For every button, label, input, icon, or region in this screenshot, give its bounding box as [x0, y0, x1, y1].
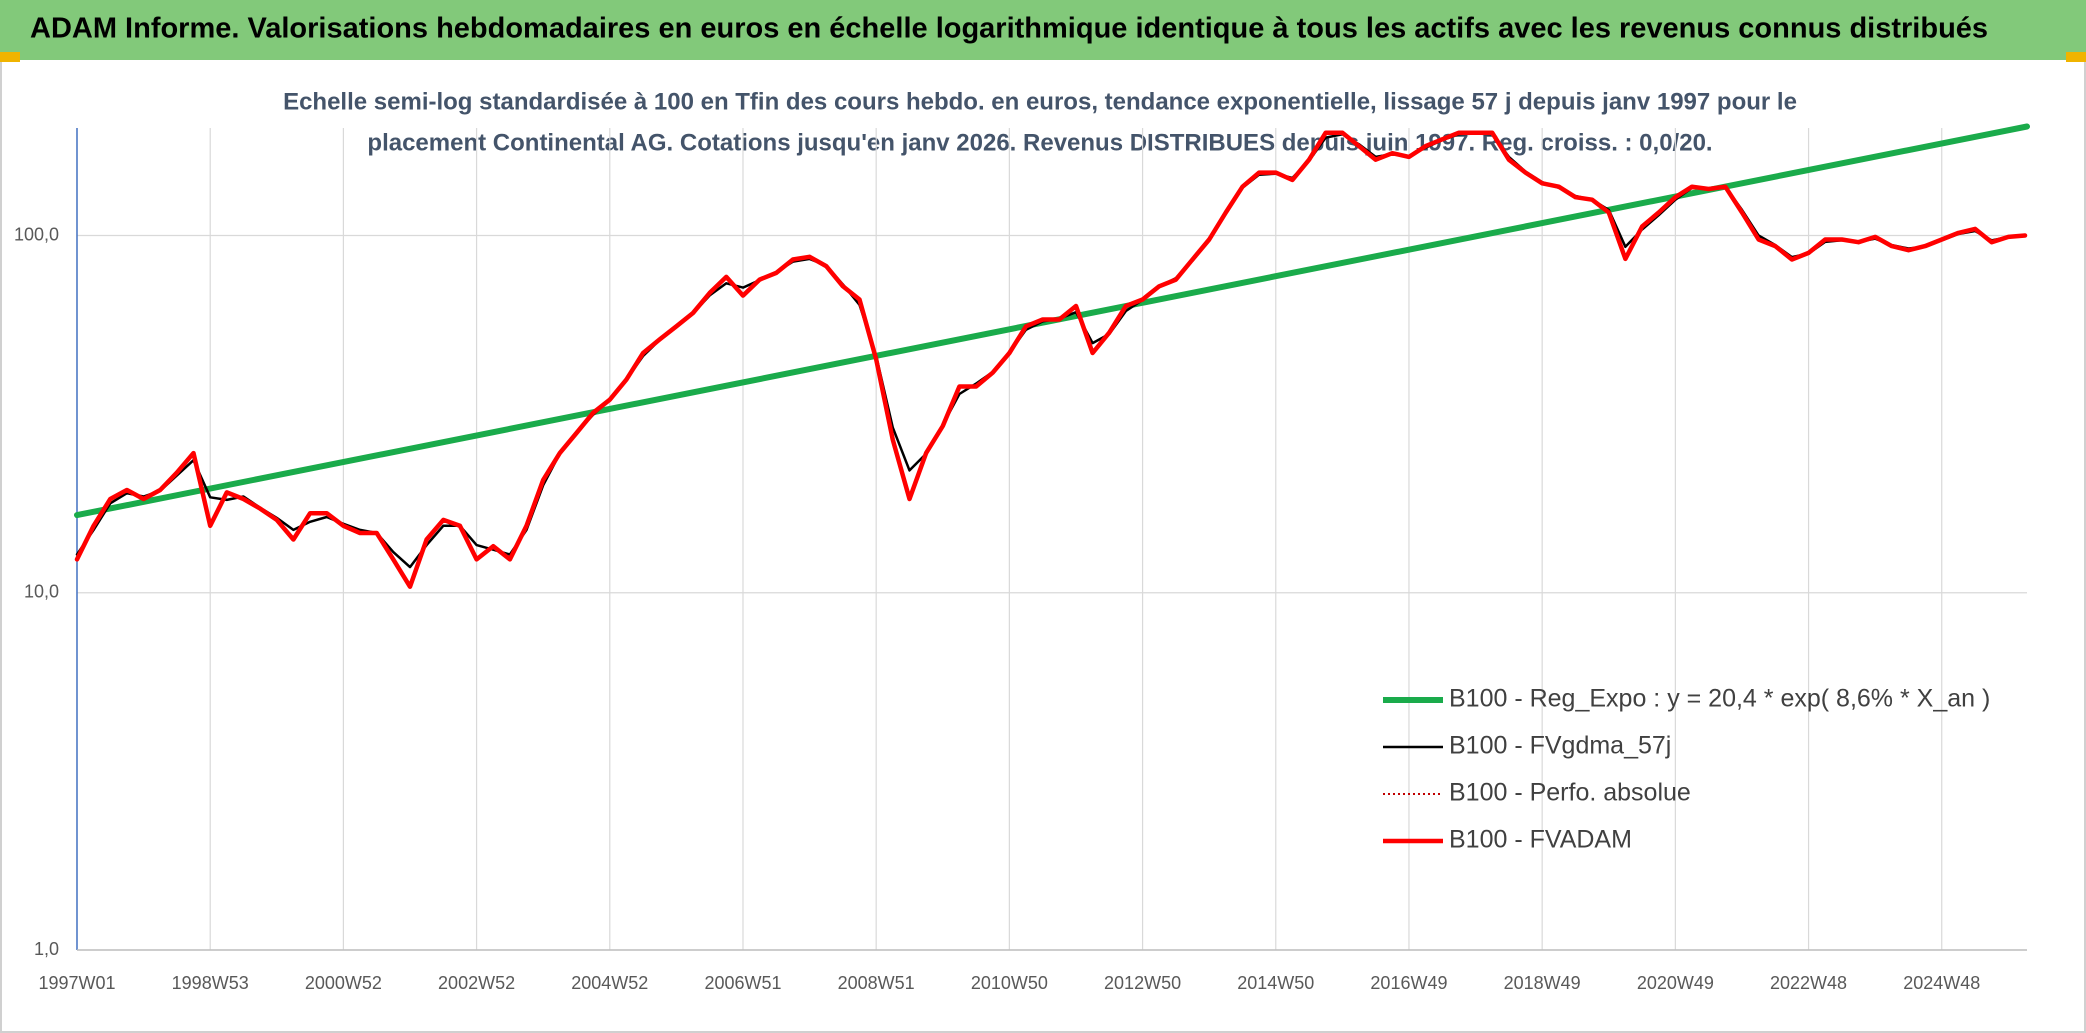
x-tick-label: 2016W49 — [1370, 973, 1447, 993]
x-tick-label: 2006W51 — [704, 973, 781, 993]
x-tick-label: 2012W50 — [1104, 973, 1181, 993]
x-tick-label: 2014W50 — [1237, 973, 1314, 993]
x-tick-label: 1998W53 — [172, 973, 249, 993]
x-tick-label: 2018W49 — [1504, 973, 1581, 993]
title-bar — [0, 0, 2086, 60]
x-tick-label: 2000W52 — [305, 973, 382, 993]
corner — [2066, 52, 2086, 62]
legend-label: B100 - FVADAM — [1449, 826, 1632, 854]
x-tick-label: 2022W48 — [1770, 973, 1847, 993]
y-tick-label: 1,0 — [34, 939, 59, 959]
x-tick-label: 1997W01 — [38, 973, 115, 993]
x-tick-label: 2010W50 — [971, 973, 1048, 993]
chart-title: ADAM Informe. Valorisations hebdomadaire… — [30, 13, 1988, 45]
legend-label: B100 - Perfo. absolue — [1449, 779, 1691, 807]
y-tick-label: 10,0 — [24, 582, 59, 602]
legend-label: B100 - FVgdma_57j — [1449, 732, 1671, 760]
y-tick-label: 100,0 — [14, 224, 59, 244]
x-tick-label: 2008W51 — [838, 973, 915, 993]
series-line — [74, 130, 2028, 589]
x-tick-label: 2004W52 — [571, 973, 648, 993]
x-tick-label: 2020W49 — [1637, 973, 1714, 993]
subtitle: Echelle semi-log standardisée à 100 en T… — [283, 88, 1797, 115]
x-tick-label: 2002W52 — [438, 973, 515, 993]
x-tick-label: 2024W48 — [1903, 973, 1980, 993]
corner — [0, 52, 20, 62]
subtitle: placement Continental AG. Cotations jusq… — [367, 129, 1712, 156]
legend-label: B100 - Reg_Expo : y = 20,4 * exp( 8,6% *… — [1449, 685, 1990, 713]
